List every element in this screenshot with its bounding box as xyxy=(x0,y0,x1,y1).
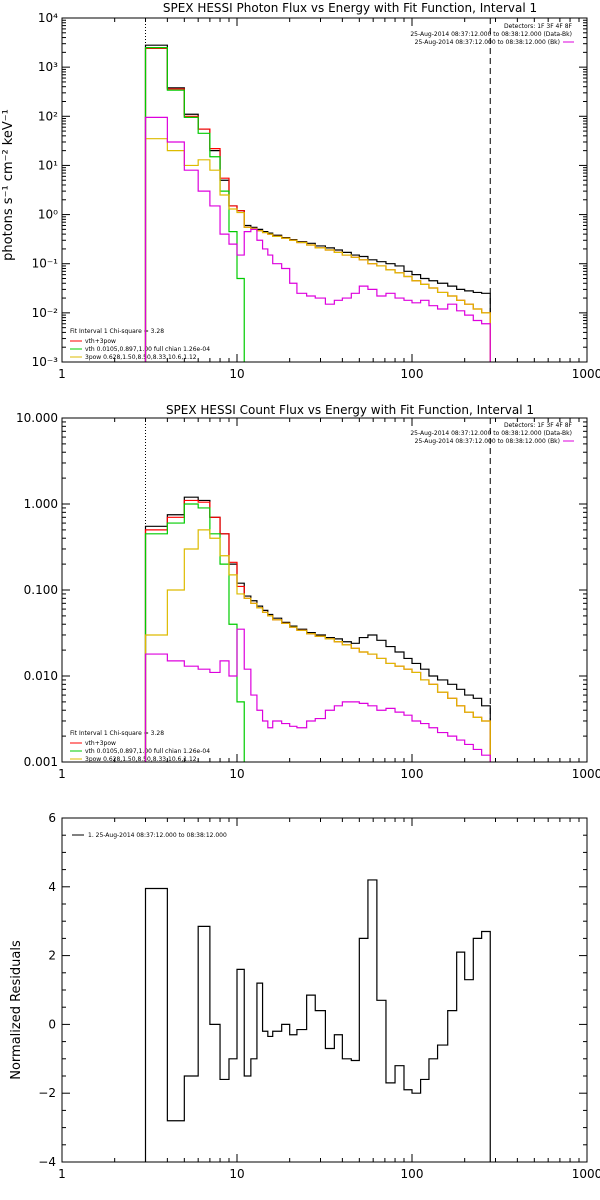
y-tick-label: 2 xyxy=(48,949,56,963)
data-bk-interval-label: 25-Aug-2014 08:37:12.000 to 08:38:12.000… xyxy=(410,430,572,437)
y-tick-label: 10² xyxy=(38,109,58,123)
x-tick-label: 1 xyxy=(58,767,66,781)
y-tick-label: 1.000 xyxy=(24,497,58,511)
detectors-label: Detectors: 1F 3F 4F 8F xyxy=(504,422,573,429)
y-tick-label: 10⁻¹ xyxy=(32,257,59,271)
series-3pow xyxy=(144,138,491,362)
series-3pow xyxy=(144,529,491,762)
x-tick-label: 1 xyxy=(58,1167,66,1181)
x-tick-label: 1000 xyxy=(572,767,600,781)
legend-vth: vth 0.0105,0.897,1.00 full chian 1.26e-0… xyxy=(85,748,210,755)
y-tick-label: 10³ xyxy=(38,60,58,74)
y-tick-label: 0 xyxy=(48,1017,56,1031)
legend-title: Fit Interval 1 Chi-square = 3.28 xyxy=(70,730,164,737)
residuals-chart: Normalized Residuals 1. 25-Aug-2014 08:3… xyxy=(9,811,600,1181)
legend-3pow: 3pow 0.628,1.50,8.50,8.33,10.6,1.12 xyxy=(85,756,197,763)
y-tick-label: 10.000 xyxy=(16,411,58,425)
y-axis-label: Normalized Residuals xyxy=(9,940,24,1080)
y-tick-label: −2 xyxy=(38,1086,56,1100)
series-bk xyxy=(144,116,491,362)
detectors-label: Detectors: 1F 3F 4F 8F xyxy=(504,23,573,30)
y-tick-label: 10⁻³ xyxy=(32,355,59,369)
plot-frame xyxy=(61,817,588,1163)
x-tick-label: 1000 xyxy=(572,1167,600,1181)
chart-title: SPEX HESSI Count Flux vs Energy with Fit… xyxy=(166,403,534,417)
y-tick-label: 6 xyxy=(48,811,56,825)
legend-title: Fit Interval 1 Chi-square = 3.28 xyxy=(70,328,164,335)
bk-interval-label: 25-Aug-2014 08:37:12.000 to 08:38:12.000… xyxy=(415,39,560,46)
y-tick-label: 10⁻² xyxy=(32,306,59,320)
series-vth xyxy=(144,503,252,762)
plot-frame xyxy=(61,417,588,763)
y-tick-label: −4 xyxy=(38,1155,56,1169)
data-bk-interval-label: 25-Aug-2014 08:37:12.000 to 08:38:12.000… xyxy=(410,31,572,38)
y-tick-label: 10⁴ xyxy=(38,11,58,25)
x-tick-label: 1000 xyxy=(572,367,600,381)
y-tick-label: 0.100 xyxy=(24,583,58,597)
series-vth xyxy=(144,46,252,362)
series-vth+3pow xyxy=(144,499,491,762)
y-tick-label: 10⁰ xyxy=(38,208,58,222)
series-residuals xyxy=(144,879,491,1162)
x-tick-label: 10 xyxy=(229,1167,244,1181)
y-tick-label: 0.001 xyxy=(24,755,58,769)
y-tick-label: 4 xyxy=(48,880,56,894)
x-tick-label: 10 xyxy=(229,367,244,381)
x-tick-label: 1 xyxy=(58,367,66,381)
legend-vth3pow: vth+3pow xyxy=(85,338,116,345)
legend-residuals: 1. 25-Aug-2014 08:37:12.000 to 08:38:12.… xyxy=(88,832,227,839)
y-tick-label: 0.010 xyxy=(24,669,58,683)
bk-interval-label: 25-Aug-2014 08:37:12.000 to 08:38:12.000… xyxy=(415,438,560,445)
series-vth+3pow xyxy=(144,47,491,362)
y-axis-label: photons s⁻¹ cm⁻² keV⁻¹ xyxy=(1,109,16,261)
x-tick-label: 10 xyxy=(229,767,244,781)
x-tick-label: 100 xyxy=(401,767,424,781)
chart-title: SPEX HESSI Photon Flux vs Energy with Fi… xyxy=(163,1,537,15)
y-tick-label: 10¹ xyxy=(38,158,58,172)
photon-flux-chart: SPEX HESSI Photon Flux vs Energy with Fi… xyxy=(1,1,600,381)
series-data-bk xyxy=(144,496,491,762)
x-tick-label: 100 xyxy=(401,367,424,381)
legend-3pow: 3pow 0.628,1.50,8.50,8.33,10.6,1.12 xyxy=(85,354,197,361)
series-data-bk xyxy=(144,44,491,362)
plot-frame xyxy=(61,17,588,363)
count-flux-chart: SPEX HESSI Count Flux vs Energy with Fit… xyxy=(16,403,600,781)
legend-vth: vth 0.0105,0.897,1.00 full chian 1.26e-0… xyxy=(85,346,210,353)
series-bk xyxy=(144,628,491,762)
legend-vth3pow: vth+3pow xyxy=(85,740,116,747)
x-tick-label: 100 xyxy=(401,1167,424,1181)
